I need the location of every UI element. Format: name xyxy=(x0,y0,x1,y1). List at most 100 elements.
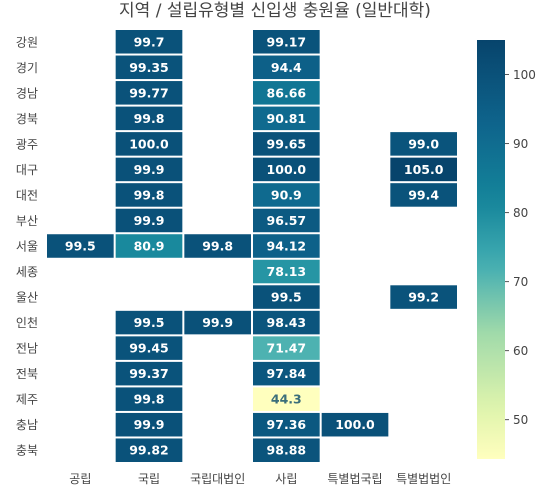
cell-value-label: 96.57 xyxy=(267,213,307,228)
heatmap-cell xyxy=(115,132,183,156)
heatmap-cell xyxy=(253,285,320,309)
heatmap-cell xyxy=(115,55,183,80)
heatmap-cell xyxy=(321,412,389,437)
cell-value-label: 97.84 xyxy=(267,366,307,381)
cell-value-label: 71.47 xyxy=(267,341,307,356)
x-tick-label: 국립대법인 xyxy=(190,472,245,486)
cell-value-label: 90.9 xyxy=(271,187,302,202)
heatmap-cell xyxy=(390,132,457,156)
heatmap-cell xyxy=(115,30,183,54)
y-tick-label: 충북 xyxy=(16,444,38,458)
heatmap-cell xyxy=(253,208,320,233)
colorbar-tick-label: 80 xyxy=(513,206,528,220)
heatmap-cell xyxy=(253,234,320,258)
heatmap-cell xyxy=(253,132,320,156)
colorbar-tick-label: 50 xyxy=(513,413,528,427)
heatmap-cell xyxy=(390,183,457,207)
cell-value-label: 99.77 xyxy=(129,85,169,100)
cell-value-label: 44.3 xyxy=(271,392,302,407)
cell-value-label: 99.8 xyxy=(134,392,165,407)
cell-value-label: 97.36 xyxy=(267,417,307,432)
heatmap-cell xyxy=(253,412,320,437)
heatmap-cell xyxy=(115,234,183,258)
heatmap-cell xyxy=(115,412,183,437)
cell-value-label: 78.13 xyxy=(267,264,307,279)
y-tick-label: 경기 xyxy=(16,61,38,75)
y-tick-label: 제주 xyxy=(16,393,38,407)
cell-value-label: 99.37 xyxy=(129,366,169,381)
y-tick-label: 광주 xyxy=(16,137,38,151)
heatmap-cell xyxy=(115,157,183,182)
cell-value-label: 99.5 xyxy=(271,290,302,305)
cell-value-label: 99.9 xyxy=(134,213,165,228)
cell-value-label: 99.45 xyxy=(129,341,169,356)
cell-value-label: 99.5 xyxy=(65,239,96,254)
heatmap-cell xyxy=(115,310,183,335)
cell-value-label: 99.82 xyxy=(129,443,169,458)
cell-value-label: 100.0 xyxy=(335,417,375,432)
heatmap-cell xyxy=(184,310,251,335)
cell-value-label: 99.8 xyxy=(134,111,165,126)
cell-value-label: 99.5 xyxy=(134,315,165,330)
y-tick-label: 울산 xyxy=(16,291,38,305)
cell-value-label: 94.4 xyxy=(271,60,302,75)
colorbar-tick-label: 70 xyxy=(513,275,528,289)
cell-value-label: 94.12 xyxy=(267,239,307,254)
heatmap-cell xyxy=(115,361,183,386)
cell-value-label: 99.9 xyxy=(202,315,233,330)
cell-value-label: 99.2 xyxy=(408,290,439,305)
cell-value-label: 90.81 xyxy=(267,111,307,126)
heatmap-cell xyxy=(253,30,320,54)
cell-value-label: 99.35 xyxy=(129,60,169,75)
x-tick-label: 특별법법인 xyxy=(396,472,451,486)
y-tick-label: 서울 xyxy=(16,240,38,254)
cell-value-label: 98.88 xyxy=(267,443,307,458)
heatmap-cell xyxy=(184,234,251,258)
heatmap-cell xyxy=(253,259,320,284)
heatmap-cell xyxy=(253,81,320,105)
cell-value-label: 100.0 xyxy=(267,162,307,177)
y-tick-label: 부산 xyxy=(16,214,38,228)
cell-value-label: 99.9 xyxy=(134,162,165,177)
colorbar xyxy=(477,40,505,459)
cell-value-label: 99.0 xyxy=(408,136,439,151)
y-tick-label: 인천 xyxy=(16,315,38,330)
heatmap-cell xyxy=(253,361,320,386)
heatmap-cell xyxy=(253,55,320,80)
x-tick-label: 특별법국립 xyxy=(327,472,382,486)
heatmap-cell xyxy=(115,336,183,360)
y-tick-label: 경북 xyxy=(16,112,38,126)
y-tick-label: 세종 xyxy=(16,265,38,279)
y-tick-label: 대구 xyxy=(16,163,38,177)
cell-value-label: 80.9 xyxy=(134,239,165,254)
heatmap-cell xyxy=(115,208,183,233)
heatmap-cell xyxy=(253,106,320,131)
heatmap-cell xyxy=(253,438,320,462)
y-tick-label: 대전 xyxy=(16,188,38,202)
y-tick-label: 충남 xyxy=(16,418,38,432)
heatmap-cell xyxy=(115,387,183,411)
x-tick-label: 국립 xyxy=(138,472,160,486)
chart-title: 지역 / 설립유형별 신입생 충원율 (일반대학) xyxy=(119,1,431,21)
y-tick-label: 전남 xyxy=(16,342,38,356)
y-tick-label: 경남 xyxy=(16,86,38,100)
cell-value-label: 105.0 xyxy=(404,162,444,177)
y-tick-label: 강원 xyxy=(16,35,38,49)
cell-value-label: 99.7 xyxy=(134,34,165,49)
heatmap-cell xyxy=(115,81,183,105)
heatmap-cell xyxy=(253,336,320,360)
heatmap-cell xyxy=(115,106,183,131)
x-tick-label: 공립 xyxy=(69,472,91,486)
cell-value-label: 99.17 xyxy=(267,34,307,49)
cell-value-label: 99.8 xyxy=(134,187,165,202)
heatmap-cell xyxy=(253,387,320,411)
x-tick-label: 사립 xyxy=(275,472,297,486)
cell-value-label: 99.9 xyxy=(134,417,165,432)
heatmap-cell xyxy=(115,438,183,462)
heatmap-cell xyxy=(253,183,320,207)
colorbar-tick-label: 60 xyxy=(513,344,528,358)
cell-value-label: 100.0 xyxy=(129,136,169,151)
colorbar-tick-label: 100 xyxy=(513,68,536,82)
heatmap-cell xyxy=(390,157,457,182)
